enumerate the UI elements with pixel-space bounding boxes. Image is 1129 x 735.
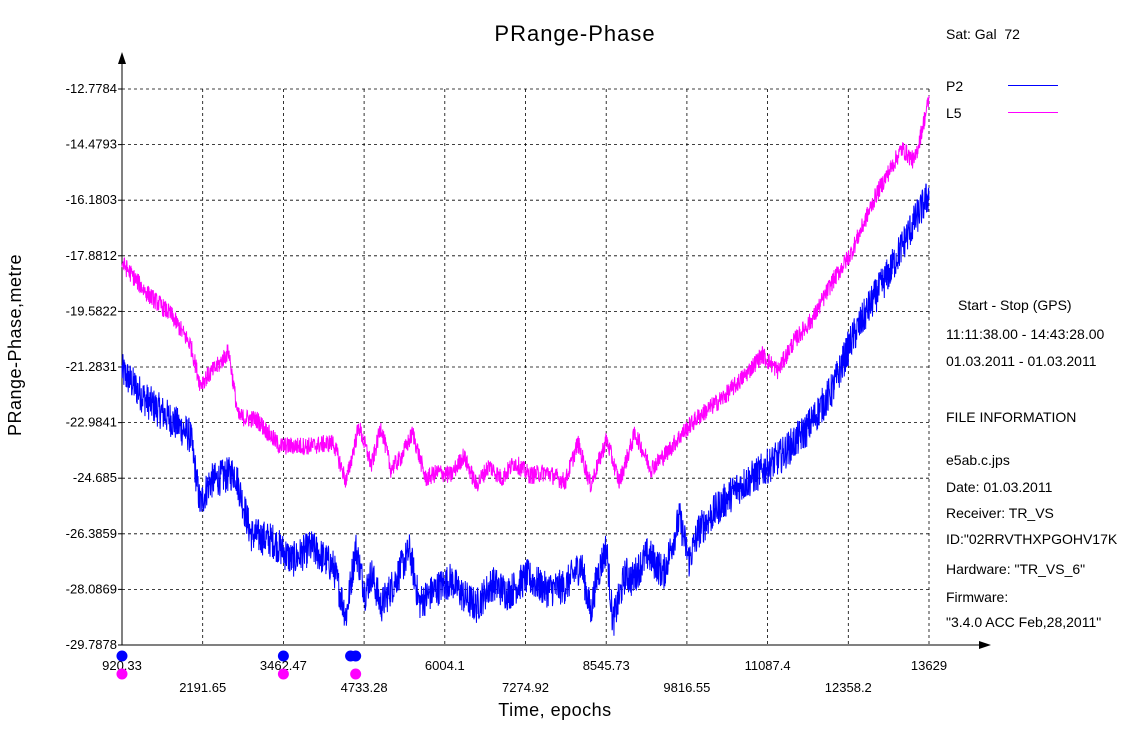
y-tick-label: -19.5822	[66, 303, 117, 318]
time-range: 11:11:38.00 - 14:43:28.00	[946, 326, 1105, 342]
file-info-title: FILE INFORMATION	[946, 409, 1077, 425]
firmware-label: Firmware:	[946, 589, 1009, 605]
x-tick-label: 4733.28	[341, 680, 388, 695]
y-tick-label: -17.8812	[66, 248, 117, 263]
legend-label-p2: P2	[946, 78, 964, 94]
y-tick-labels: -12.7784 -14.4793 -16.1803 -17.8812 -19.5822…	[66, 81, 122, 652]
firmware-value: "3.4.0 ACC Feb,28,2011"	[946, 614, 1102, 630]
date-range: 01.03.2011 - 01.03.2011	[946, 353, 1097, 369]
file-name: e5ab.c.jps	[946, 452, 1010, 468]
receiver: Receiver: TR_VS	[946, 505, 1054, 521]
markers-group	[116, 650, 362, 680]
receiver-id: ID:"02RRVTHXPGOHV17K	[946, 531, 1118, 547]
legend-item-p2: P2	[946, 78, 963, 94]
x-tick-label: 13629	[911, 658, 947, 673]
legend-label-l5: L5	[946, 105, 962, 121]
x-tick-label: 3462.47	[260, 658, 307, 673]
sat-label: Sat: Gal 72	[946, 26, 1020, 42]
marker-magenta	[277, 668, 289, 680]
marker-magenta	[116, 668, 128, 680]
x-tick-label: 8545.73	[583, 658, 630, 673]
legend-item-l5: L5	[946, 105, 962, 121]
y-tick-label: -14.4793	[66, 137, 117, 152]
series-line-l5	[121, 95, 930, 493]
axes	[118, 52, 991, 649]
start-stop-label: Start - Stop (GPS)	[958, 297, 1072, 313]
legend-swatch-l5	[1008, 112, 1058, 113]
y-tick-label: -24.685	[73, 470, 117, 485]
marker-blue	[277, 650, 289, 662]
x-axis-arrow	[979, 641, 991, 649]
x-tick-label: 6004.1	[425, 658, 465, 673]
y-tick-label: -28.0869	[66, 581, 117, 596]
x-tick-label: 920.33	[102, 658, 142, 673]
marker-blue	[116, 650, 128, 662]
marker-magenta	[350, 668, 362, 680]
x-tick-label: 7274.92	[502, 680, 549, 695]
x-axis-title: Time, epochs	[498, 700, 611, 720]
file-date: Date: 01.03.2011	[946, 479, 1053, 495]
grid	[122, 88, 930, 646]
y-axis-title: PRange-Phase,metre	[5, 254, 25, 436]
y-tick-label: -16.1803	[66, 192, 117, 207]
y-tick-label: -22.9841	[66, 415, 117, 430]
x-tick-label: 2191.65	[179, 680, 226, 695]
y-axis-arrow	[118, 52, 126, 64]
x-tick-labels: 920.33 2191.65 3462.47 4733.28 6004.1 7274.92…	[102, 658, 947, 695]
series-line-p2	[121, 183, 930, 636]
marker-blue	[350, 650, 362, 662]
y-tick-label: -12.7784	[66, 81, 117, 96]
x-tick-label: 11087.4	[745, 658, 791, 673]
y-tick-label: -29.7878	[66, 637, 117, 652]
series-group	[121, 95, 930, 636]
sat-number: 72	[1004, 26, 1020, 42]
x-tick-label: 9816.55	[663, 680, 710, 695]
x-tick-label: 12358.2	[825, 680, 872, 695]
y-tick-label: -21.2831	[66, 359, 117, 374]
legend-swatch-p2	[1008, 85, 1058, 86]
y-tick-label: -26.3859	[66, 526, 117, 541]
chart-title: PRange-Phase	[494, 21, 655, 46]
hardware: Hardware: "TR_VS_6"	[946, 561, 1086, 577]
